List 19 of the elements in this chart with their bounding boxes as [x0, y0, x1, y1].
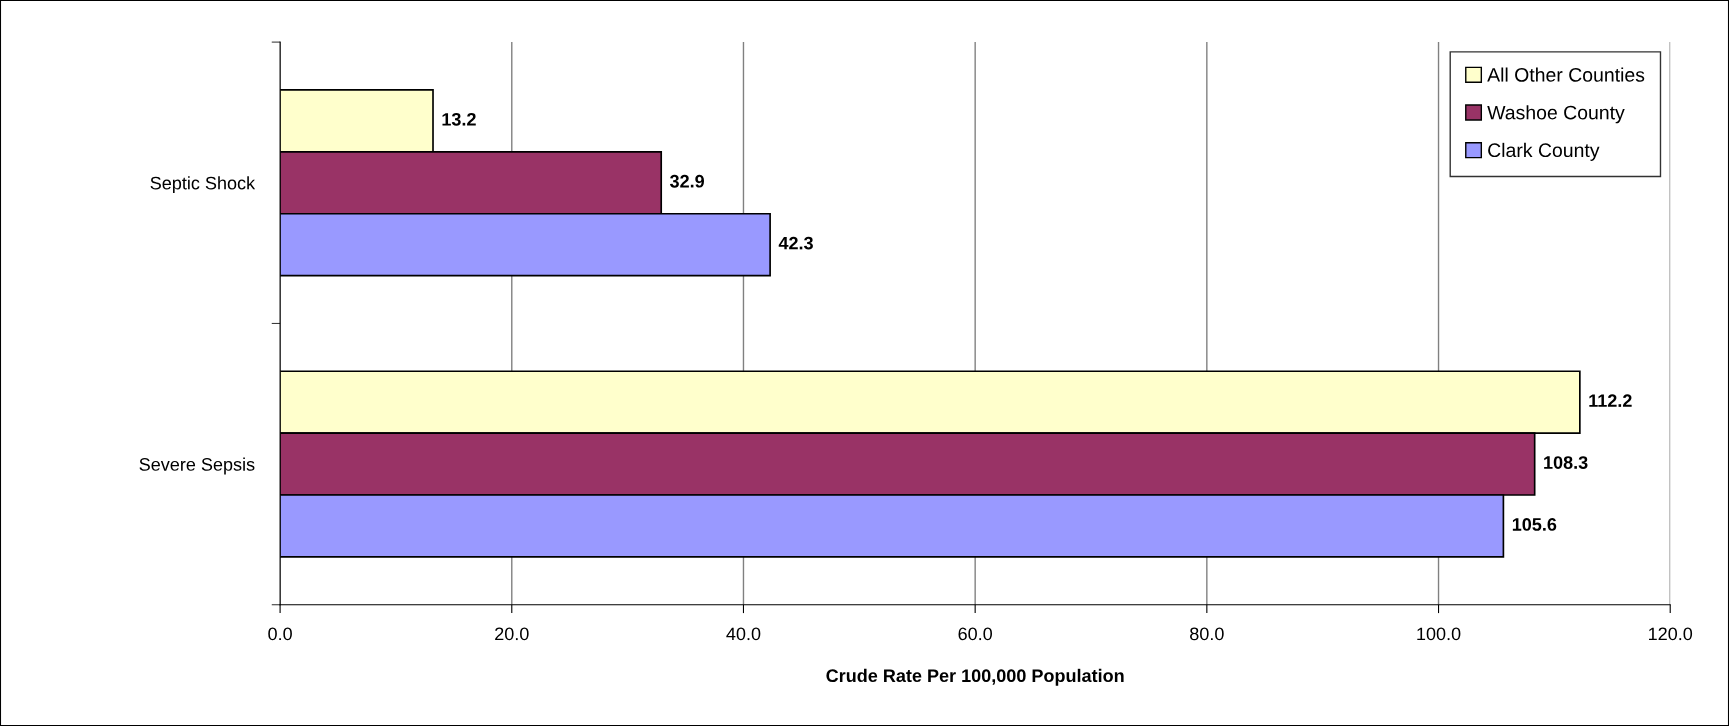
data-label: 42.3	[778, 236, 813, 250]
legend-label: Clark County	[1488, 142, 1600, 161]
x-tick-label: 80.0	[1190, 627, 1224, 641]
x-tick-label: 0.0	[268, 627, 292, 641]
x-tick-label: 40.0	[726, 627, 761, 641]
x-axis-title: Crude Rate Per 100,000 Population	[826, 668, 1124, 686]
y-tick-label: Severe Sepsis	[139, 457, 255, 475]
x-tick-label: 100.0	[1417, 627, 1461, 641]
data-label: 112.2	[1589, 394, 1632, 407]
data-label: 108.3	[1544, 456, 1588, 469]
data-label: 32.9	[669, 174, 705, 188]
data-label: 13.2	[442, 112, 476, 126]
legend-label: Washoe County	[1487, 105, 1625, 124]
x-tick-label: 120.0	[1649, 627, 1693, 641]
y-tick-label: Septic Shock	[150, 176, 256, 194]
x-tick-label: 60.0	[958, 627, 993, 641]
legend-label: All Other Counties	[1487, 67, 1645, 82]
data-label: 105.6	[1512, 518, 1557, 531]
x-tick-label: 20.0	[495, 627, 529, 641]
